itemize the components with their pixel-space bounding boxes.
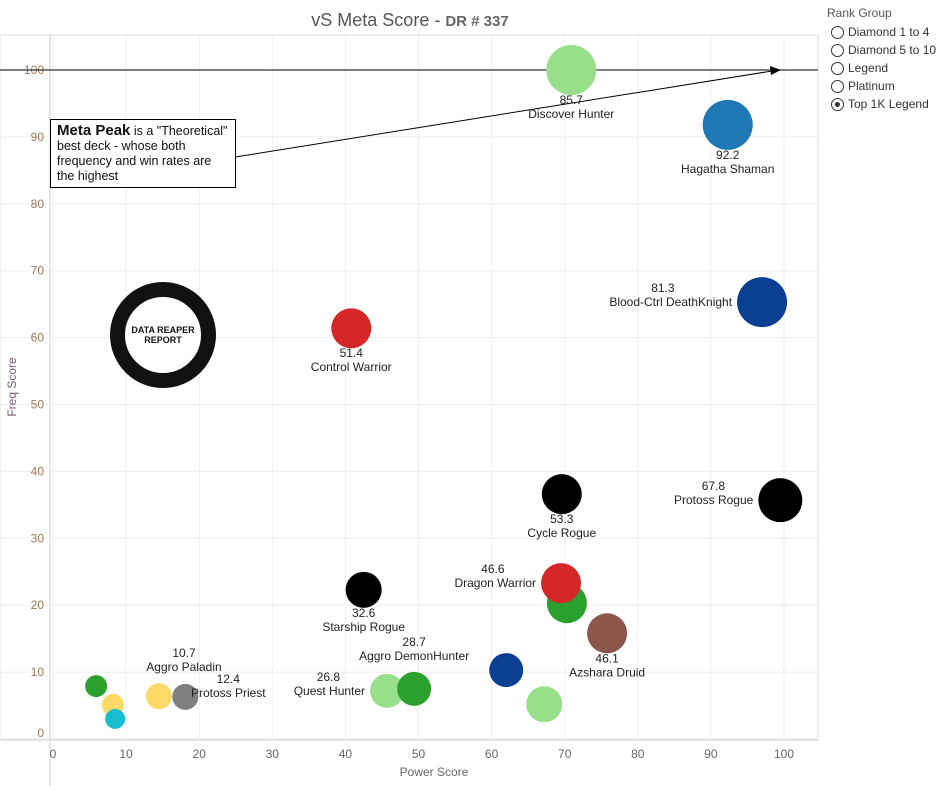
- data-point: [345, 571, 382, 608]
- data-label-score: 53.3: [550, 512, 574, 526]
- data-label-name: Protoss Priest: [191, 686, 266, 700]
- data-label-name: Starship Rogue: [322, 620, 405, 634]
- radio-icon[interactable]: [831, 79, 844, 93]
- data-point: [331, 308, 372, 349]
- rank-option-2[interactable]: Legend: [831, 59, 936, 77]
- data-point: [172, 683, 199, 710]
- y-tick-label: 40: [31, 464, 45, 478]
- data-label-name: Hagatha Shaman: [681, 162, 774, 176]
- y-axis-label: Freq Score: [5, 357, 19, 417]
- data-point: [541, 474, 582, 515]
- radio-icon[interactable]: [831, 43, 844, 57]
- chart-title: vS Meta Score - DR # 337: [311, 10, 509, 30]
- data-label-score: 26.8: [317, 670, 341, 684]
- rank-option-1[interactable]: Diamond 5 to 10: [831, 41, 936, 59]
- data-label-name: Aggro Paladin: [146, 660, 221, 674]
- y-tick-label: 70: [31, 264, 45, 278]
- y-tick-label: 10: [31, 665, 45, 679]
- data-point: [105, 708, 126, 729]
- chart-subtitle: DR # 337: [445, 13, 509, 30]
- data-label-score: 46.6: [481, 562, 505, 576]
- data-label-name: Quest Hunter: [294, 684, 365, 698]
- data-label-name: Cycle Rogue: [527, 526, 596, 540]
- data-label-score: 67.8: [702, 479, 726, 493]
- x-tick-label: 70: [558, 747, 572, 761]
- rank-option-0[interactable]: Diamond 1 to 4: [831, 23, 936, 41]
- rank-option-label: Platinum: [848, 79, 895, 93]
- rank-option-label: Diamond 1 to 4: [848, 25, 930, 39]
- annotation-title: Meta Peak: [57, 122, 131, 139]
- data-point: [546, 45, 597, 95]
- data-point: [145, 683, 172, 710]
- data-label-score: 85.7: [560, 93, 584, 107]
- title-text: vS Meta Score: [311, 10, 430, 30]
- data-label-name: Blood-Ctrl DeathKnight: [609, 295, 732, 309]
- annotation-text: is a "Theoretical" best deck - whose bot…: [57, 124, 228, 183]
- x-tick-label: 40: [339, 747, 353, 761]
- data-reaper-logo: DATA REAPER REPORT: [110, 282, 216, 388]
- rank-option-label: Diamond 5 to 10: [848, 43, 937, 57]
- x-tick-label: 60: [485, 747, 499, 761]
- x-tick-label: 0: [50, 747, 57, 761]
- data-label-score: 32.6: [352, 606, 376, 620]
- y-tick-label: 30: [31, 531, 45, 545]
- radio-icon[interactable]: [831, 97, 844, 111]
- x-axis-label: Power Score: [400, 765, 469, 779]
- data-label-score: 46.1: [595, 651, 619, 665]
- data-label-score: 28.7: [402, 635, 426, 649]
- data-point: [370, 673, 405, 708]
- x-tick-label: 10: [119, 747, 133, 761]
- x-tick-label: 100: [774, 747, 794, 761]
- x-tick-label: 80: [631, 747, 645, 761]
- x-tick-label: 30: [266, 747, 280, 761]
- data-label-name: Protoss Rogue: [674, 493, 754, 507]
- rank-group-filter: Rank Group Diamond 1 to 4 Diamond 5 to 10…: [827, 6, 936, 113]
- x-tick-label: 90: [704, 747, 718, 761]
- rank-option-label: Top 1K Legend: [848, 97, 929, 111]
- arrow-head-icon: [770, 66, 781, 75]
- y-tick-label: 80: [31, 197, 45, 211]
- data-label-score: 10.7: [172, 646, 196, 660]
- data-point: [397, 671, 432, 706]
- legend-title: Rank Group: [827, 6, 892, 20]
- x-tick-label: 20: [193, 747, 207, 761]
- data-label-score: 92.2: [716, 148, 740, 162]
- radio-icon[interactable]: [831, 61, 844, 75]
- data-point: [702, 99, 753, 150]
- rank-option-3[interactable]: Platinum: [831, 77, 936, 95]
- data-point: [737, 277, 788, 328]
- y-tick-label: 60: [31, 331, 45, 345]
- data-label-name: Azshara Druid: [569, 665, 645, 679]
- annotation-arrow: [228, 70, 773, 159]
- data-label-name: Control Warrior: [311, 360, 392, 374]
- x-tick-label: 50: [412, 747, 426, 761]
- rank-option-label: Legend: [848, 61, 889, 75]
- radio-icon[interactable]: [831, 25, 844, 39]
- rank-option-4[interactable]: Top 1K Legend: [831, 95, 936, 113]
- y-tick-label: 0: [37, 726, 44, 740]
- data-label-score: 81.3: [651, 281, 675, 295]
- y-tick-label: 90: [31, 130, 45, 144]
- data-label-name: Discover Hunter: [528, 107, 614, 121]
- data-label-score: 51.4: [340, 346, 364, 360]
- data-label-name: Aggro DemonHunter: [359, 649, 469, 663]
- data-point: [85, 675, 108, 698]
- y-tick-label: 20: [31, 598, 45, 612]
- data-point: [758, 478, 803, 523]
- meta-peak-annotation: Meta Peak is a "Theoretical" best deck -…: [50, 119, 236, 188]
- data-point: [541, 563, 582, 604]
- data-point: [526, 686, 563, 723]
- data-point: [587, 613, 628, 654]
- y-tick-label: 50: [31, 398, 45, 412]
- data-label-name: Dragon Warrior: [454, 576, 536, 590]
- data-label-score: 12.4: [217, 672, 241, 686]
- data-point: [489, 653, 524, 688]
